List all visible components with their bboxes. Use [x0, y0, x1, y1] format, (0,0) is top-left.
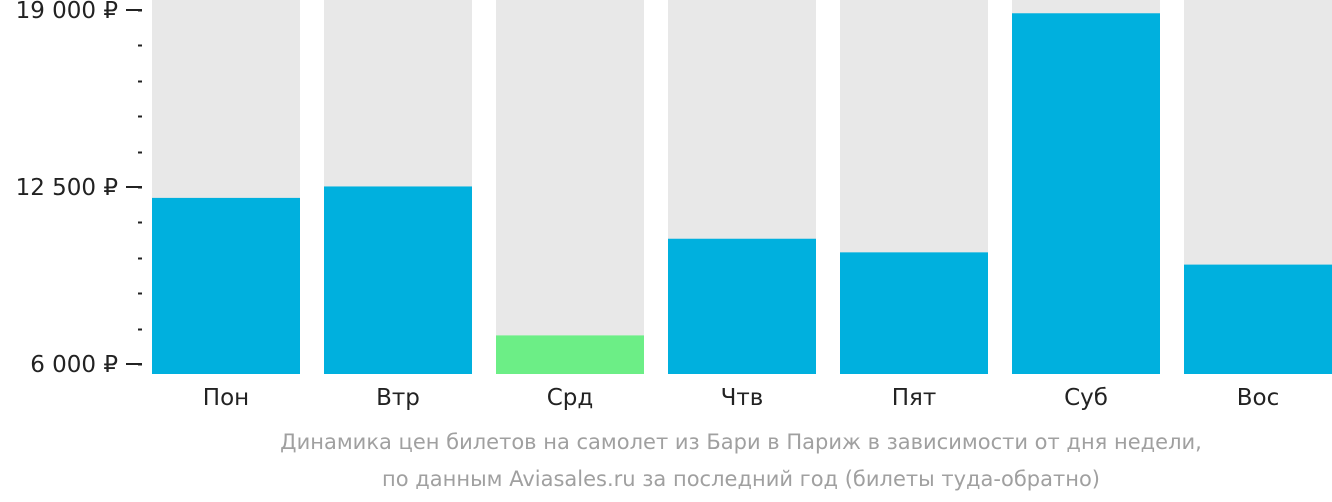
bar-1 [152, 197, 300, 374]
category-label: Вос [1237, 385, 1280, 411]
bar-2 [324, 186, 472, 374]
category-label: Срд [547, 385, 594, 411]
category-label: Чтв [721, 385, 764, 411]
bar-background [496, 0, 644, 374]
bar-3 [496, 335, 644, 374]
y-tick-label: 19 000 ₽ [16, 0, 118, 24]
category-label: Суб [1064, 385, 1108, 411]
bar-6 [1012, 13, 1160, 374]
bar-7 [1184, 264, 1332, 374]
chart-caption-line-2: по данным Aviasales.ru за последний год … [382, 467, 1100, 491]
category-label: Пон [203, 385, 249, 411]
category-label: Втр [376, 385, 420, 411]
x-axis-labels: Пон Втр Срд Чтв Пят Суб Вос [203, 385, 1279, 411]
price-bar-chart: 19 000 ₽ 12 500 ₽ 6 000 ₽ Пон Втр Срд Чтв Пят С… [16, 0, 1332, 411]
y-tick-label: 12 500 ₽ [16, 175, 118, 201]
value-bars [152, 13, 1332, 374]
bar-4 [668, 238, 816, 374]
bar-5 [840, 252, 988, 374]
category-label: Пят [892, 385, 937, 411]
y-tick-label: 6 000 ₽ [30, 352, 118, 378]
chart-caption-line-1: Динамика цен билетов на самолет из Бари … [280, 430, 1202, 454]
y-axis: 19 000 ₽ 12 500 ₽ 6 000 ₽ [16, 0, 142, 378]
